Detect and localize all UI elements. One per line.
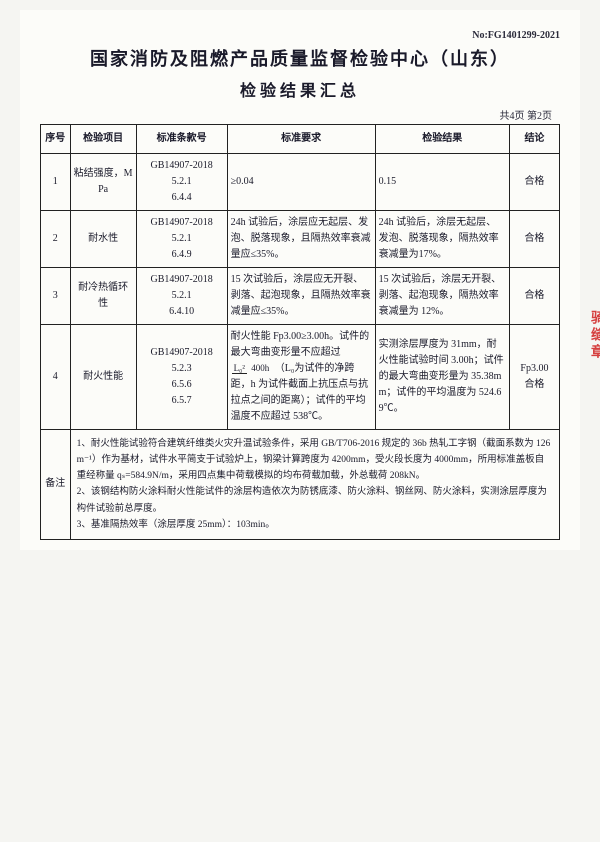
- org-title: 国家消防及阻燃产品质量监督检验中心（山东）: [40, 45, 560, 71]
- header-req: 标准要求: [227, 125, 375, 154]
- cell-std: GB14907-20185.2.16.4.10: [136, 268, 227, 325]
- cell-con: 合格: [509, 154, 559, 211]
- cell-req: 耐火性能 Fp3.00≥3.00h。试件的最大弯曲变形量不应超过 L₀² 400…: [227, 325, 375, 430]
- notes-content: 1、耐火性能试验符合建筑纤维类火灾升温试验条件，采用 GB/T706-2016 …: [70, 430, 559, 540]
- header-no: 序号: [41, 125, 71, 154]
- cell-no: 3: [41, 268, 71, 325]
- notes-row: 备注 1、耐火性能试验符合建筑纤维类火灾升温试验条件，采用 GB/T706-20…: [41, 430, 560, 540]
- cell-res: 实测涂层厚度为 31mm，耐火性能试验时间 3.00h；试件的最大弯曲变形量为 …: [375, 325, 509, 430]
- cell-no: 4: [41, 325, 71, 430]
- cell-con: 合格: [509, 268, 559, 325]
- cell-item: 耐火性能: [70, 325, 136, 430]
- fraction: L₀² 400h: [231, 364, 273, 373]
- cell-res: 15 次试验后，涂层无开裂、剥落、起泡现象，隔热效率衰减量为 12%。: [375, 268, 509, 325]
- cell-std: GB14907-20185.2.36.5.66.5.7: [136, 325, 227, 430]
- page-indicator: 共4页 第2页: [40, 107, 560, 122]
- cell-no: 2: [41, 211, 71, 268]
- table-row: 2 耐水性 GB14907-20185.2.16.4.9 24h 试验后，涂层应…: [41, 211, 560, 268]
- cell-std: GB14907-20185.2.16.4.9: [136, 211, 227, 268]
- cell-res: 24h 试验后，涂层无起层、发泡、脱落现象，隔热效率衰减量为17%。: [375, 211, 509, 268]
- cell-req: 24h 试验后，涂层应无起层、发泡、脱落现象，且隔热效率衰减量应≤35%。: [227, 211, 375, 268]
- header-std: 标准条款号: [136, 125, 227, 154]
- cell-con: 合格: [509, 211, 559, 268]
- seal-stamp: 骑缝章: [586, 310, 600, 361]
- document-number: No:FG1401299-2021: [40, 30, 560, 41]
- table-row: 1 粘结强度，MPa GB14907-20185.2.16.4.4 ≥0.04 …: [41, 154, 560, 211]
- fraction-top: L₀²: [232, 363, 247, 374]
- header-con: 结论: [509, 125, 559, 154]
- header-item: 检验项目: [70, 125, 136, 154]
- cell-item: 粘结强度，MPa: [70, 154, 136, 211]
- req-pre: 耐火性能 Fp3.00≥3.00h。试件的最大弯曲变形量不应超过: [231, 331, 370, 358]
- report-subtitle: 检验结果汇总: [40, 77, 560, 101]
- table-row: 4 耐火性能 GB14907-20185.2.36.5.66.5.7 耐火性能 …: [41, 325, 560, 430]
- cell-no: 1: [41, 154, 71, 211]
- cell-con: Fp3.00合格: [509, 325, 559, 430]
- cell-std: GB14907-20185.2.16.4.4: [136, 154, 227, 211]
- table-row: 3 耐冷热循环性 GB14907-20185.2.16.4.10 15 次试验后…: [41, 268, 560, 325]
- header-res: 检验结果: [375, 125, 509, 154]
- cell-item: 耐冷热循环性: [70, 268, 136, 325]
- table-header-row: 序号 检验项目 标准条款号 标准要求 检验结果 结论: [41, 125, 560, 154]
- cell-item: 耐水性: [70, 211, 136, 268]
- cell-res: 0.15: [375, 154, 509, 211]
- cell-req: 15 次试验后，涂层应无开裂、剥落、起泡现象，且隔热效率衰减量应≤35%。: [227, 268, 375, 325]
- fraction-bot: 400h: [249, 363, 271, 373]
- results-table: 序号 检验项目 标准条款号 标准要求 检验结果 结论 1 粘结强度，MPa GB…: [40, 124, 560, 540]
- notes-label: 备注: [41, 430, 71, 540]
- cell-req: ≥0.04: [227, 154, 375, 211]
- document-page: No:FG1401299-2021 国家消防及阻燃产品质量监督检验中心（山东） …: [20, 10, 580, 550]
